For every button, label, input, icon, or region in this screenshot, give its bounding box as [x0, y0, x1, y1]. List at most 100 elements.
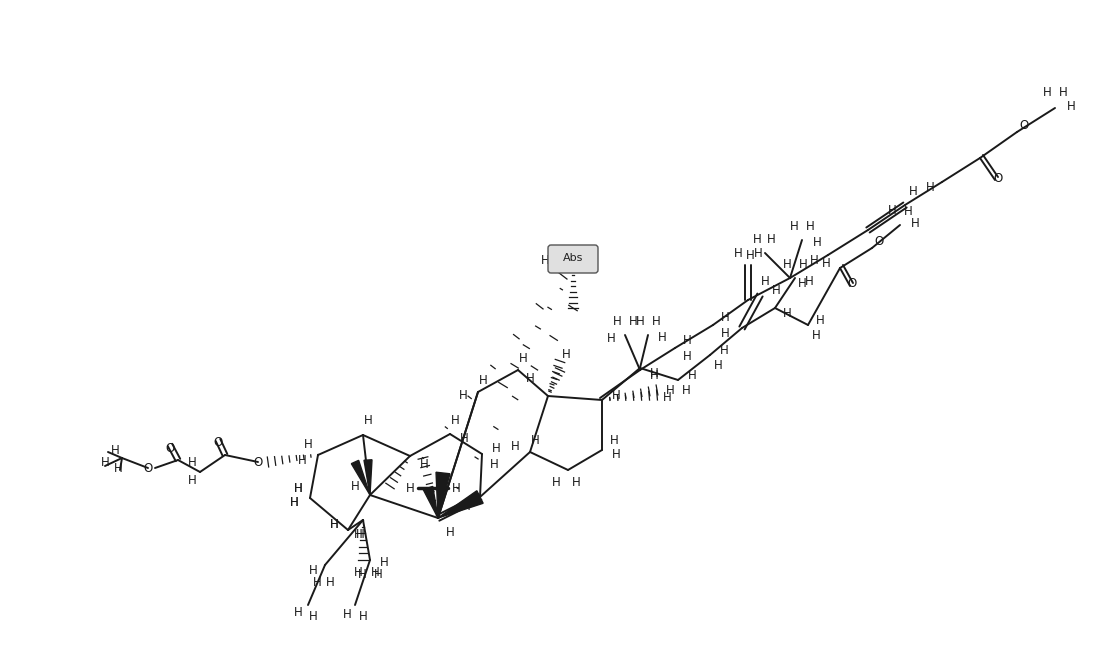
Text: H: H [308, 610, 317, 623]
Text: H: H [354, 529, 363, 542]
Text: H: H [519, 351, 528, 365]
Text: O: O [143, 461, 153, 475]
Text: H: H [766, 232, 775, 246]
Text: H: H [783, 307, 792, 319]
Text: O: O [994, 171, 1003, 185]
Text: H: H [374, 568, 383, 582]
Text: H: H [1042, 86, 1051, 98]
Text: H: H [683, 349, 691, 363]
Text: H: H [721, 311, 730, 323]
FancyBboxPatch shape [548, 245, 598, 273]
Text: H: H [910, 216, 919, 230]
Text: H: H [459, 388, 467, 402]
Text: H: H [812, 329, 821, 341]
Text: H: H [187, 456, 196, 469]
Text: O: O [213, 436, 223, 450]
Text: H: H [297, 454, 306, 467]
Text: H: H [357, 568, 366, 582]
Text: H: H [450, 414, 459, 426]
Text: H: H [530, 434, 539, 446]
Text: H: H [783, 258, 792, 270]
Text: H: H [294, 481, 303, 495]
Text: O: O [847, 276, 856, 290]
Text: H: H [459, 432, 468, 446]
Text: H: H [650, 369, 659, 382]
Text: H: H [798, 258, 807, 270]
Polygon shape [352, 460, 370, 495]
Text: H: H [571, 475, 580, 489]
Text: H: H [461, 501, 470, 513]
Text: H: H [772, 284, 781, 297]
Text: H: H [797, 276, 806, 290]
Text: H: H [313, 576, 322, 590]
Text: H: H [343, 608, 352, 622]
Text: H: H [904, 205, 913, 218]
Text: H: H [822, 256, 831, 270]
Text: H: H [815, 313, 824, 327]
Text: H: H [713, 359, 722, 371]
Text: H: H [754, 246, 762, 260]
Text: H: H [370, 566, 379, 578]
Text: H: H [350, 481, 359, 493]
Text: H: H [379, 556, 388, 570]
Text: H: H [354, 566, 363, 578]
Text: Abs: Abs [562, 253, 583, 263]
Text: H: H [610, 434, 619, 446]
Text: H: H [665, 384, 674, 396]
Text: H: H [289, 497, 298, 509]
Text: H: H [364, 414, 373, 428]
Text: O: O [1019, 118, 1029, 131]
Text: H: H [289, 497, 298, 509]
Text: H: H [187, 473, 196, 487]
Text: H: H [612, 388, 620, 402]
Text: H: H [720, 343, 729, 357]
Polygon shape [364, 459, 372, 495]
Text: H: H [1067, 100, 1076, 112]
Text: H: H [358, 610, 367, 623]
Text: H: H [561, 347, 570, 361]
Text: H: H [805, 274, 813, 288]
Text: H: H [745, 248, 754, 262]
Text: O: O [253, 456, 263, 469]
Text: H: H [419, 457, 428, 471]
Text: H: H [294, 481, 303, 495]
Text: H: H [790, 220, 798, 232]
Text: H: H [662, 390, 671, 404]
Text: O: O [165, 442, 174, 454]
Text: H: H [491, 442, 500, 456]
Polygon shape [438, 491, 484, 518]
Text: H: H [612, 315, 621, 327]
Text: H: H [635, 315, 644, 327]
Text: H: H [813, 236, 822, 248]
Text: H: H [294, 606, 303, 620]
Text: H: H [329, 519, 338, 531]
Text: H: H [308, 564, 317, 576]
Text: H: H [612, 448, 620, 461]
Text: H: H [721, 327, 730, 339]
Text: H: H [734, 246, 742, 260]
Text: H: H [926, 181, 935, 193]
Text: H: H [652, 315, 660, 327]
Text: H: H [304, 438, 313, 452]
Text: H: H [510, 440, 519, 454]
Text: H: H [1059, 86, 1067, 98]
Text: H: H [682, 384, 691, 396]
Polygon shape [424, 487, 438, 518]
Text: H: H [113, 461, 122, 475]
Text: H: H [658, 331, 667, 343]
Text: H: H [526, 371, 535, 384]
Text: H: H [329, 519, 338, 531]
Text: H: H [540, 254, 549, 266]
Text: H: H [650, 367, 659, 380]
Text: H: H [683, 333, 691, 347]
Text: H: H [406, 481, 415, 495]
Polygon shape [436, 472, 450, 518]
Text: H: H [908, 185, 917, 197]
Text: H: H [688, 369, 696, 382]
Text: H: H [753, 232, 762, 246]
Text: H: H [111, 444, 120, 457]
Text: H: H [479, 373, 487, 386]
Text: H: H [887, 203, 896, 216]
Text: H: H [607, 331, 615, 345]
Text: H: H [629, 315, 638, 327]
